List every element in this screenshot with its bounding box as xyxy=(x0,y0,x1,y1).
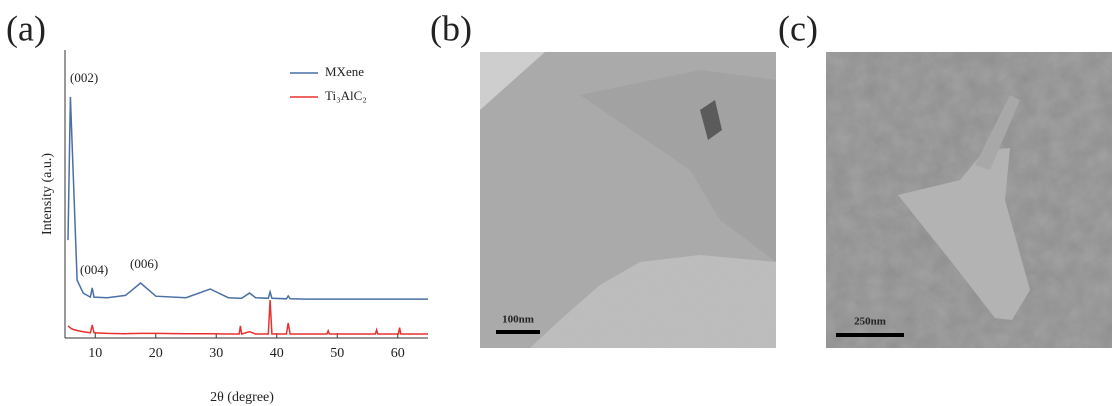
x-tick-label: 40 xyxy=(270,346,284,361)
annotation: (006) xyxy=(130,256,158,271)
legend-label: Ti₃AlC₂ xyxy=(325,88,367,103)
scale-bar-label: 100nm xyxy=(502,314,534,326)
x-tick-label: 50 xyxy=(330,346,344,361)
annotation: (002) xyxy=(70,70,98,85)
line xyxy=(67,96,428,300)
panel-label: (c) xyxy=(778,8,818,48)
line xyxy=(67,299,428,335)
scale-bar-label: 250nm xyxy=(854,316,886,328)
y-axis-label: Intensity (a.u.) xyxy=(40,153,55,235)
annotation: (004) xyxy=(80,262,108,277)
panel-label: (a) xyxy=(6,8,46,48)
panel-label: (b) xyxy=(430,8,472,48)
x-tick-label: 20 xyxy=(149,346,163,361)
x-tick-label: 30 xyxy=(209,346,223,361)
sem-image: 250nm xyxy=(826,52,1112,348)
legend-label: MXene xyxy=(325,64,364,79)
tem-image: 100nm xyxy=(480,52,776,348)
x-tick-label: 60 xyxy=(391,346,405,361)
x-axis-label: 2θ (degree) xyxy=(210,390,274,405)
x-tick-label: 10 xyxy=(88,346,102,361)
